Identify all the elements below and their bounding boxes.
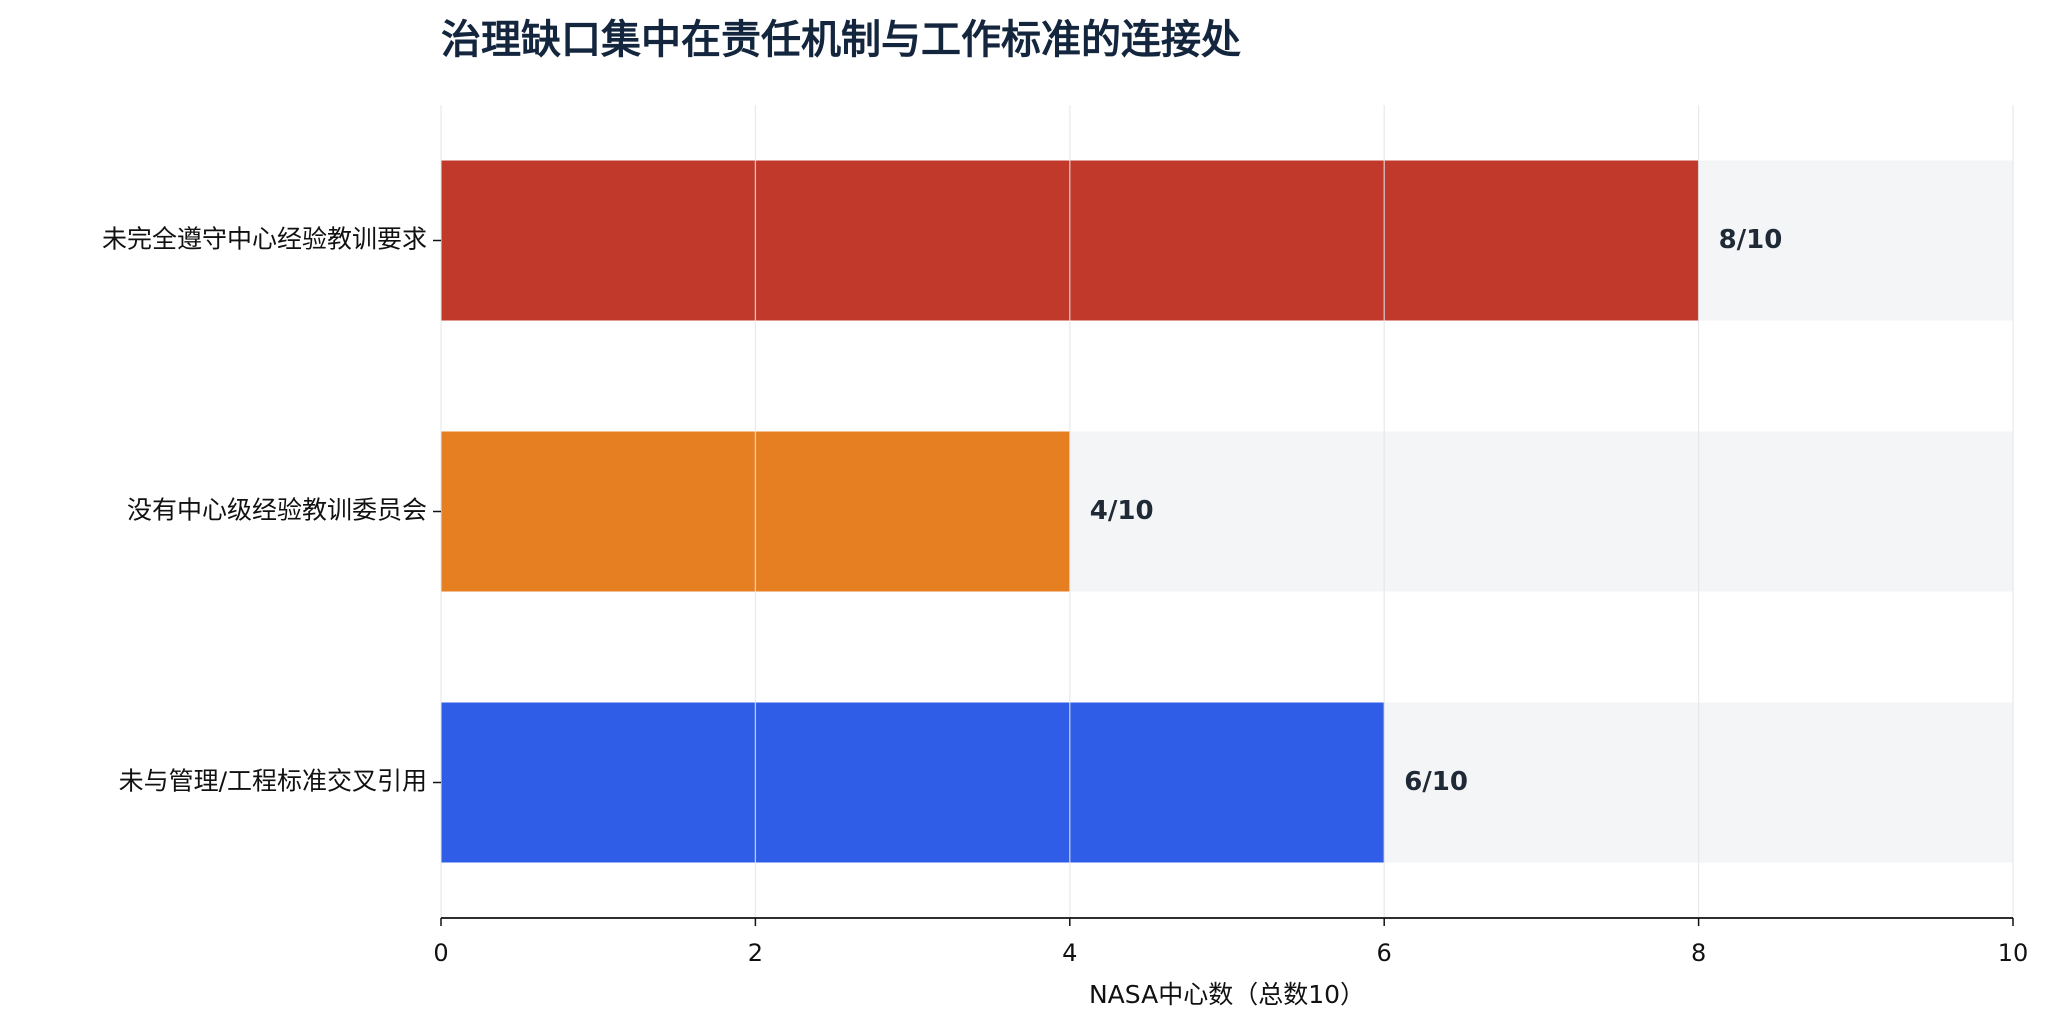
x-axis-label: NASA中心数（总数10） bbox=[1089, 980, 1365, 1009]
x-tick-label: 10 bbox=[1998, 939, 2029, 967]
value-label: 4/10 bbox=[1090, 496, 1154, 526]
bar bbox=[441, 702, 1385, 863]
value-label: 8/10 bbox=[1719, 225, 1783, 255]
chart-title: 治理缺口集中在责任机制与工作标准的连接处 bbox=[441, 17, 1241, 63]
x-tick-label: 8 bbox=[1691, 939, 1706, 967]
y-tick-label: 未完全遵守中心经验教训要求 bbox=[102, 225, 427, 254]
x-tick-label: 4 bbox=[1062, 939, 1077, 967]
y-tick-label: 没有中心级经验教训委员会 bbox=[127, 496, 427, 525]
x-tick-label: 2 bbox=[748, 939, 763, 967]
value-label: 6/10 bbox=[1404, 767, 1468, 797]
x-tick-label: 0 bbox=[433, 939, 448, 967]
y-tick-label: 未与管理/工程标准交叉引用 bbox=[119, 767, 427, 796]
x-tick-label: 6 bbox=[1377, 939, 1392, 967]
